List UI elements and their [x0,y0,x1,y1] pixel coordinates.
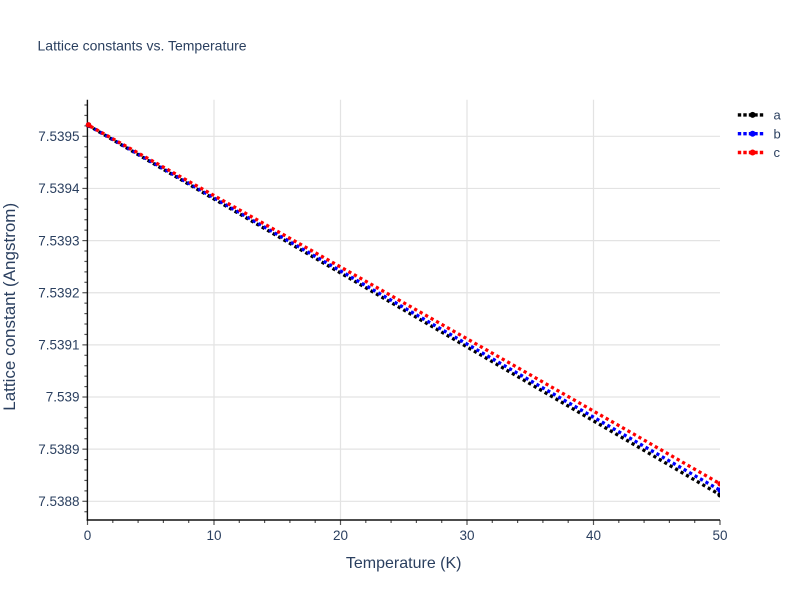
svg-text:b: b [774,126,781,141]
svg-text:10: 10 [206,528,221,543]
svg-text:7.5388: 7.5388 [38,494,79,509]
svg-text:Lattice constants vs. Temperat: Lattice constants vs. Temperature [38,37,247,53]
svg-text:7.5391: 7.5391 [38,338,79,353]
svg-text:7.5395: 7.5395 [38,129,79,144]
svg-text:a: a [774,108,782,123]
svg-text:7.5393: 7.5393 [38,233,79,248]
svg-text:7.5389: 7.5389 [38,442,79,457]
svg-text:Temperature (K): Temperature (K) [346,555,462,572]
svg-text:0: 0 [84,528,92,543]
svg-text:20: 20 [333,528,348,543]
svg-text:7.539: 7.539 [46,390,80,405]
svg-text:40: 40 [586,528,601,543]
svg-text:Lattice constant (Angstrom): Lattice constant (Angstrom) [0,203,19,411]
svg-text:c: c [774,145,781,160]
svg-text:7.5392: 7.5392 [38,285,79,300]
svg-text:7.5394: 7.5394 [38,181,80,196]
svg-text:30: 30 [459,528,474,543]
svg-text:50: 50 [712,528,727,543]
